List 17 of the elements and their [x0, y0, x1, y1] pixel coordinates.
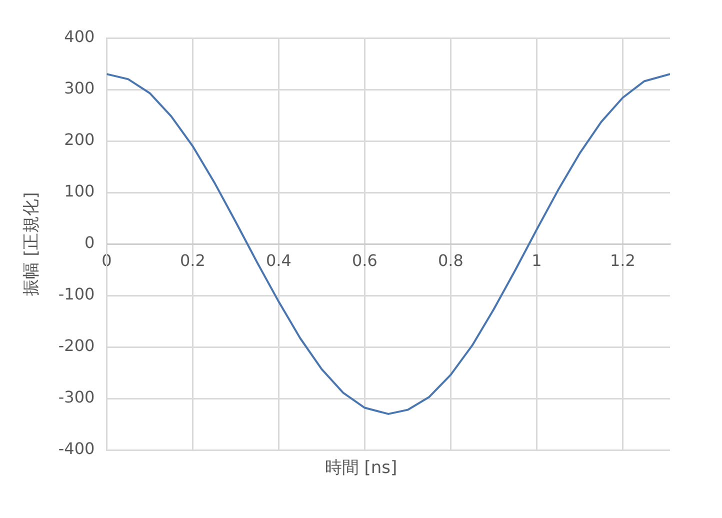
x-tick-label: 1 [532, 250, 542, 270]
y-tick-label: -100 [58, 284, 95, 304]
x-axis-title: 時間 [ns] [324, 458, 398, 478]
y-tick-label: -400 [58, 439, 95, 458]
x-tick-label: 0.8 [438, 250, 464, 270]
x-tick-label: 0.2 [180, 250, 206, 270]
y-tick-label: 0 [84, 233, 95, 252]
x-tick-label: 1.2 [610, 250, 636, 270]
y-tick-label: -300 [58, 388, 95, 407]
x-tick-label: 0.6 [352, 250, 378, 270]
y-tick-label: 300 [64, 78, 95, 98]
y-tick-label: 100 [64, 182, 95, 201]
y-tick-label: 200 [64, 130, 95, 150]
y-tick-label: 400 [64, 27, 95, 46]
x-tick-label: 0.4 [266, 250, 292, 270]
y-tick-label: -200 [58, 336, 95, 356]
y-axis-title: 振幅 [正規化] [22, 192, 42, 296]
